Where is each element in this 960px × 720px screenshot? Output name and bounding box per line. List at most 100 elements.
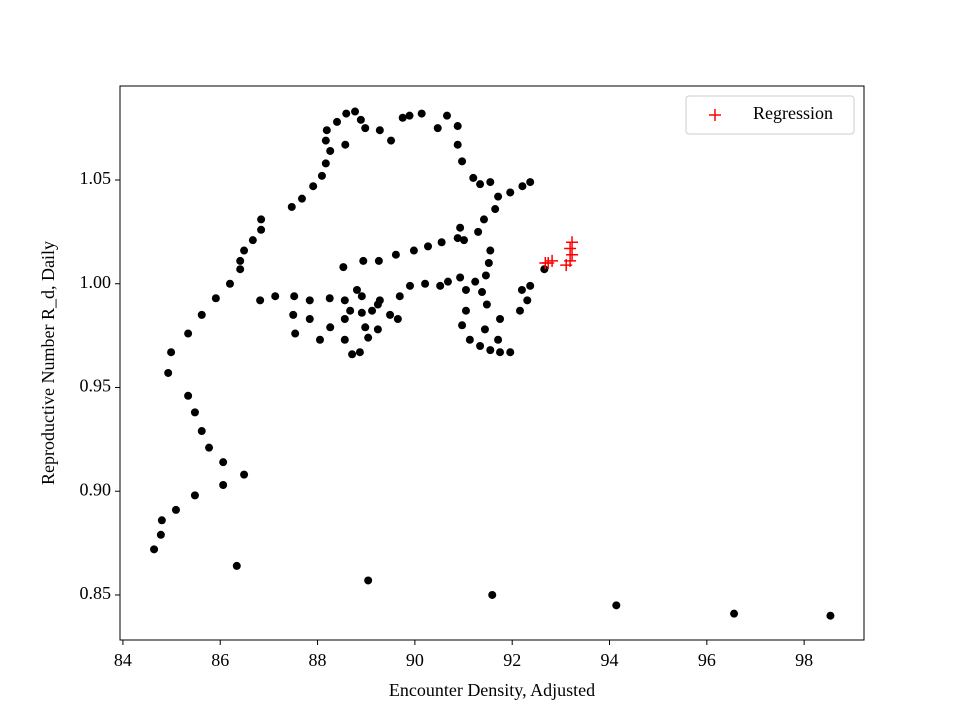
point [518, 182, 527, 191]
point [481, 271, 490, 280]
x-tick-label: 96 [698, 650, 716, 670]
point [437, 238, 446, 247]
point [461, 285, 470, 294]
plot-frame [119, 85, 865, 641]
point [346, 306, 355, 315]
point [309, 182, 318, 191]
point [256, 296, 265, 305]
x-tick-label: 84 [114, 650, 132, 670]
plus-marker [709, 109, 721, 121]
point [453, 140, 462, 149]
point [340, 296, 349, 305]
y-tick-label: 1.05 [80, 168, 112, 188]
point [339, 263, 348, 272]
point [190, 408, 199, 417]
point [225, 279, 234, 288]
point [236, 265, 245, 274]
point [184, 391, 193, 400]
point [421, 279, 430, 288]
point [491, 205, 500, 214]
point [164, 368, 173, 377]
point [526, 281, 535, 290]
point [325, 294, 334, 303]
point [517, 285, 526, 294]
point [289, 310, 298, 319]
point [484, 258, 493, 267]
point [190, 491, 199, 500]
point [540, 265, 549, 274]
point [374, 256, 383, 265]
point [321, 136, 330, 145]
point [406, 281, 415, 290]
point [486, 246, 495, 255]
point [391, 250, 400, 259]
point [333, 117, 342, 126]
point [171, 505, 180, 514]
point [257, 225, 266, 234]
point [494, 192, 503, 201]
point [356, 115, 365, 124]
point [476, 341, 485, 350]
point [386, 310, 395, 319]
point [442, 111, 451, 120]
point [494, 335, 503, 344]
point [458, 157, 467, 166]
point [443, 277, 452, 286]
point [478, 288, 487, 297]
point [387, 136, 396, 145]
point [352, 285, 361, 294]
legend-entry: Regression [753, 103, 833, 123]
point [297, 194, 306, 203]
point [453, 122, 462, 131]
point [315, 335, 324, 344]
point [305, 296, 314, 305]
point [291, 329, 300, 338]
point [236, 256, 245, 265]
y-tick-label: 0.85 [80, 583, 112, 603]
x-tick-label: 98 [795, 650, 813, 670]
point [375, 126, 384, 135]
point [205, 443, 214, 452]
point [197, 427, 206, 436]
point [612, 601, 621, 610]
plus-marker [566, 248, 579, 261]
point [368, 306, 377, 315]
point [240, 246, 249, 255]
point [480, 325, 489, 334]
y-tick-label: 0.95 [80, 376, 112, 396]
point [476, 180, 485, 189]
point [465, 335, 474, 344]
point [474, 227, 483, 236]
point [405, 111, 414, 120]
point [496, 348, 505, 357]
point [456, 273, 465, 282]
point [287, 202, 296, 211]
point [496, 315, 505, 324]
legend-box [685, 95, 855, 135]
point [526, 178, 535, 187]
point [326, 146, 335, 155]
point [424, 242, 433, 251]
y-tick-label: 1.00 [80, 272, 112, 292]
point [167, 348, 176, 357]
point [460, 236, 469, 245]
point [351, 107, 360, 116]
point [515, 306, 524, 315]
legend-label: Regression [753, 103, 833, 123]
point [373, 300, 382, 309]
point [240, 470, 249, 479]
point [453, 234, 462, 243]
point [373, 325, 382, 334]
y-axis-label: Reproductive Number R_d, Daily [38, 241, 58, 485]
point [232, 561, 241, 570]
point [271, 292, 280, 301]
point [219, 481, 228, 490]
point [211, 294, 220, 303]
point [157, 516, 166, 525]
point [456, 223, 465, 232]
point [305, 315, 314, 324]
point [395, 292, 404, 301]
point [361, 124, 370, 133]
point [359, 256, 368, 265]
